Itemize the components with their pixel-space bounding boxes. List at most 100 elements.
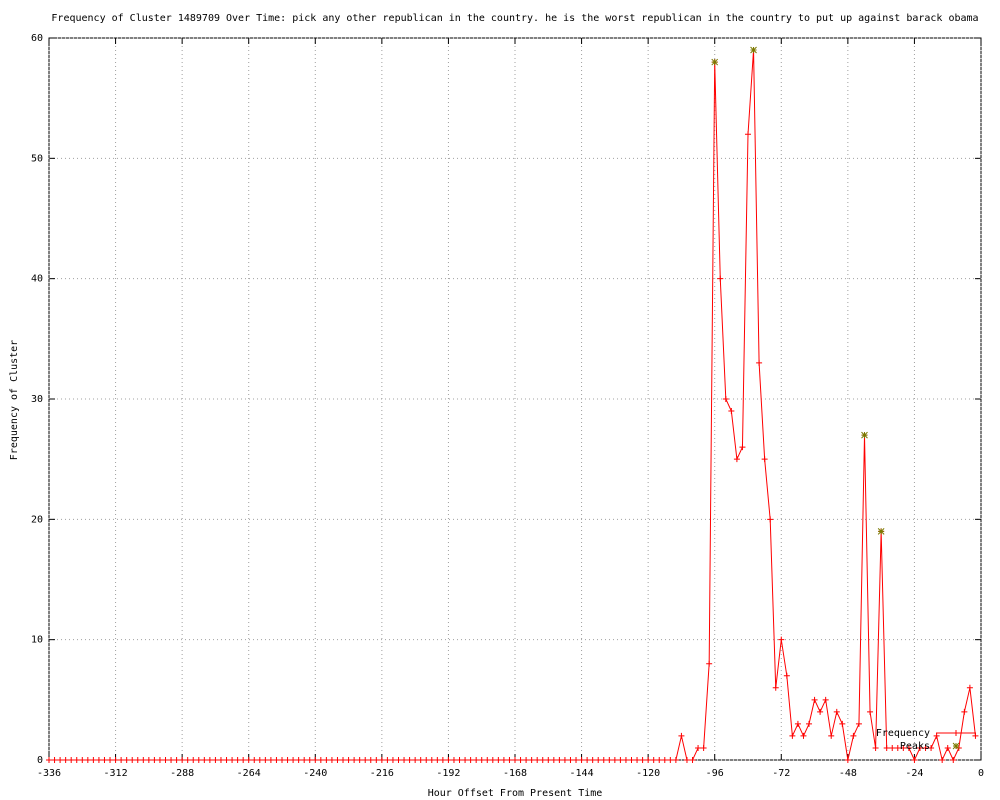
data-point [145,757,152,763]
x-tick-label: -72 [772,768,790,779]
data-point [595,757,602,763]
data-point [156,757,163,763]
data-point [761,456,768,463]
data-point [539,757,546,763]
data-point [317,757,324,763]
data-point [717,275,724,282]
data-point [506,757,513,763]
data-point [689,757,696,763]
data-point [722,396,729,402]
data-point [290,757,297,763]
data-point [417,757,424,763]
data-point [883,744,890,751]
data-point [356,757,363,763]
data-point [401,757,408,763]
data-point [933,732,940,739]
data-point [179,757,186,763]
data-point [622,757,629,763]
chart-title: Frequency of Cluster 1489709 Over Time: … [51,13,978,24]
data-point [861,431,868,439]
data-point [733,456,740,463]
data-point [267,757,274,763]
data-point [894,744,901,751]
data-point [256,757,263,763]
data-point [340,757,347,763]
data-point [950,757,957,763]
data-point [928,744,935,751]
data-point [645,757,652,763]
data-point [639,757,646,763]
x-tick-label: 0 [978,768,984,779]
data-point [151,757,158,763]
data-point [800,732,807,739]
data-point [783,672,790,679]
data-point [556,757,563,763]
data-point [456,757,463,763]
data-point [794,720,801,727]
data-point [478,757,485,763]
data-point [439,757,446,763]
data-point [412,757,419,763]
data-point [739,444,746,451]
data-point [134,757,141,763]
data-point [323,757,330,763]
data-point [867,708,874,715]
data-point [822,696,829,703]
y-tick-label: 60 [31,33,43,44]
data-point [467,757,474,763]
y-tick-label: 50 [31,153,43,164]
data-point [162,757,169,763]
data-point [517,757,524,763]
data-point [683,757,690,763]
data-point [84,757,91,763]
data-point [384,757,391,763]
data-point [589,757,596,763]
y-tick-label: 30 [31,394,43,405]
data-point [972,732,979,739]
x-tick-label: -48 [839,768,857,779]
data-point [573,757,580,763]
data-line [49,50,976,762]
data-point [872,744,879,751]
data-point [328,757,335,763]
data-point [428,757,435,763]
data-point [961,708,968,715]
x-axis-label: Hour Offset From Present Time [428,788,603,799]
data-point [273,757,280,763]
data-point [584,757,591,763]
data-point [95,757,102,763]
data-point [728,408,735,415]
x-tick-label: -192 [436,768,460,779]
x-tick-label: -312 [104,768,128,779]
data-point [473,757,480,763]
data-point [617,757,624,763]
data-point [922,744,929,751]
data-point [844,757,851,763]
data-point [767,516,774,523]
data-point [217,757,224,763]
data-point [46,757,52,763]
data-point [212,757,219,763]
data-point [68,757,75,763]
data-point [334,757,341,763]
y-tick-label: 0 [37,755,43,766]
data-point [811,696,818,703]
x-tick-label: -288 [170,768,194,779]
x-tick-label: -144 [570,768,594,779]
data-point [889,744,896,751]
data-point [905,744,912,751]
data-point [51,757,58,763]
x-tick-label: -240 [303,768,327,779]
data-point [806,720,813,727]
data-point [667,757,674,763]
data-point [129,757,136,763]
data-point [373,757,380,763]
data-point [168,757,175,763]
data-point [284,757,291,763]
data-point [916,744,923,751]
data-point [750,46,757,54]
data-point [606,757,613,763]
x-tick-label: -216 [370,768,394,779]
data-point [634,757,641,763]
x-tick-label: -120 [636,768,660,779]
